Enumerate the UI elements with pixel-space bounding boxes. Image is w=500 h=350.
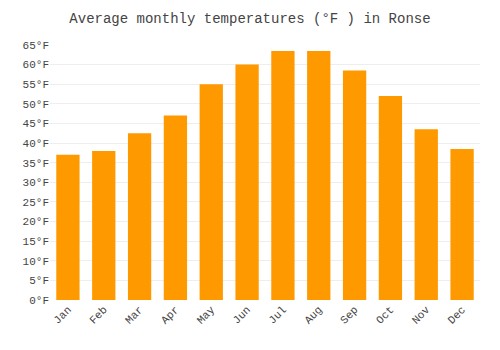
svg-text:Jan: Jan bbox=[51, 304, 73, 326]
svg-text:Apr: Apr bbox=[159, 304, 181, 326]
svg-text:65°F: 65°F bbox=[23, 40, 49, 52]
svg-text:Sep: Sep bbox=[338, 304, 360, 326]
svg-text:60°F: 60°F bbox=[23, 59, 49, 71]
svg-text:Average monthly temperatures (: Average monthly temperatures (°F ) in Ro… bbox=[69, 11, 430, 27]
svg-text:Mar: Mar bbox=[123, 304, 145, 326]
svg-text:May: May bbox=[195, 304, 218, 327]
svg-text:20°F: 20°F bbox=[23, 216, 49, 228]
svg-text:35°F: 35°F bbox=[23, 158, 49, 170]
svg-text:Oct: Oct bbox=[374, 304, 396, 326]
svg-text:15°F: 15°F bbox=[23, 236, 49, 248]
svg-text:Aug: Aug bbox=[302, 304, 324, 326]
svg-text:Jul: Jul bbox=[266, 304, 288, 326]
svg-text:55°F: 55°F bbox=[23, 79, 49, 91]
svg-text:45°F: 45°F bbox=[23, 118, 49, 130]
svg-text:5°F: 5°F bbox=[29, 275, 49, 287]
svg-text:Jun: Jun bbox=[231, 304, 253, 326]
svg-text:Dec: Dec bbox=[446, 304, 468, 326]
svg-text:Nov: Nov bbox=[410, 304, 433, 327]
svg-text:50°F: 50°F bbox=[23, 99, 49, 111]
svg-text:0°F: 0°F bbox=[29, 295, 49, 307]
svg-text:10°F: 10°F bbox=[23, 256, 49, 268]
svg-text:30°F: 30°F bbox=[23, 177, 49, 189]
svg-text:25°F: 25°F bbox=[23, 197, 49, 209]
svg-text:Feb: Feb bbox=[87, 304, 109, 326]
svg-text:40°F: 40°F bbox=[23, 138, 49, 150]
